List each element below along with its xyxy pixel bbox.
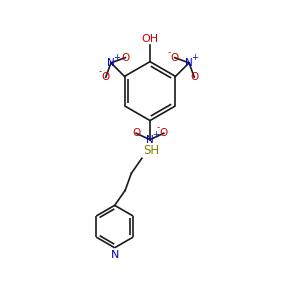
Text: O: O <box>121 52 130 63</box>
Text: O: O <box>160 128 168 138</box>
Text: +: + <box>191 53 198 62</box>
Text: N: N <box>110 250 119 260</box>
Text: N: N <box>107 58 115 68</box>
Text: +: + <box>152 130 159 139</box>
Text: SH: SH <box>143 144 159 157</box>
Text: +: + <box>113 53 120 62</box>
Text: OH: OH <box>141 34 159 44</box>
Text: O: O <box>190 72 198 82</box>
Text: O: O <box>102 72 110 82</box>
Text: O: O <box>170 52 179 63</box>
Text: -: - <box>168 48 171 57</box>
Text: O: O <box>132 128 140 138</box>
Text: N: N <box>146 135 154 145</box>
Text: -: - <box>157 123 160 132</box>
Text: N: N <box>185 58 193 68</box>
Text: -: - <box>99 68 102 76</box>
